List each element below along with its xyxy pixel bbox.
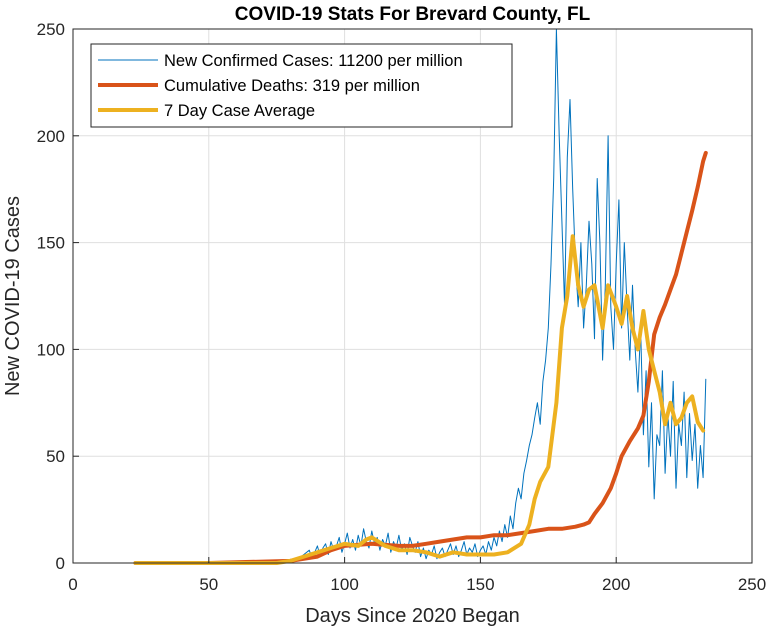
series-line-3 xyxy=(133,234,706,565)
y-tick-label: 0 xyxy=(56,554,65,573)
chart-title: COVID-19 Stats For Brevard County, FL xyxy=(235,4,591,25)
y-axis-label: New COVID-19 Cases xyxy=(2,196,24,396)
y-tick-label: 50 xyxy=(46,447,65,466)
series-line-2 xyxy=(133,150,708,565)
x-axis-label: Days Since 2020 Began xyxy=(305,605,520,627)
legend-entry: 7 Day Case Average xyxy=(164,102,315,120)
y-axis: 0 50 100 150 200 250 xyxy=(37,20,79,573)
plot-frame xyxy=(72,28,753,564)
y-tick-label: 200 xyxy=(37,127,65,146)
x-tick-label: 200 xyxy=(602,575,630,594)
legend-entry: New Confirmed Cases: 11200 per million xyxy=(164,52,463,70)
x-tick-label: 100 xyxy=(330,575,358,594)
x-tick-label: 250 xyxy=(738,575,766,594)
series-layer xyxy=(133,28,708,565)
x-axis: 0 50 100 150 200 250 xyxy=(68,557,766,594)
legend-box xyxy=(90,43,513,128)
series-line-1 xyxy=(135,28,707,564)
x-tick-label: 0 xyxy=(68,575,77,594)
x-tick-label: 150 xyxy=(466,575,494,594)
y-tick-label: 100 xyxy=(37,340,65,359)
legend: New Confirmed Cases: 11200 per million Cu… xyxy=(90,43,513,128)
legend-entry: Cumulative Deaths: 319 per million xyxy=(164,77,420,95)
y-tick-label: 250 xyxy=(37,20,65,39)
y-tick-label: 150 xyxy=(37,234,65,253)
x-tick-label: 50 xyxy=(199,575,218,594)
